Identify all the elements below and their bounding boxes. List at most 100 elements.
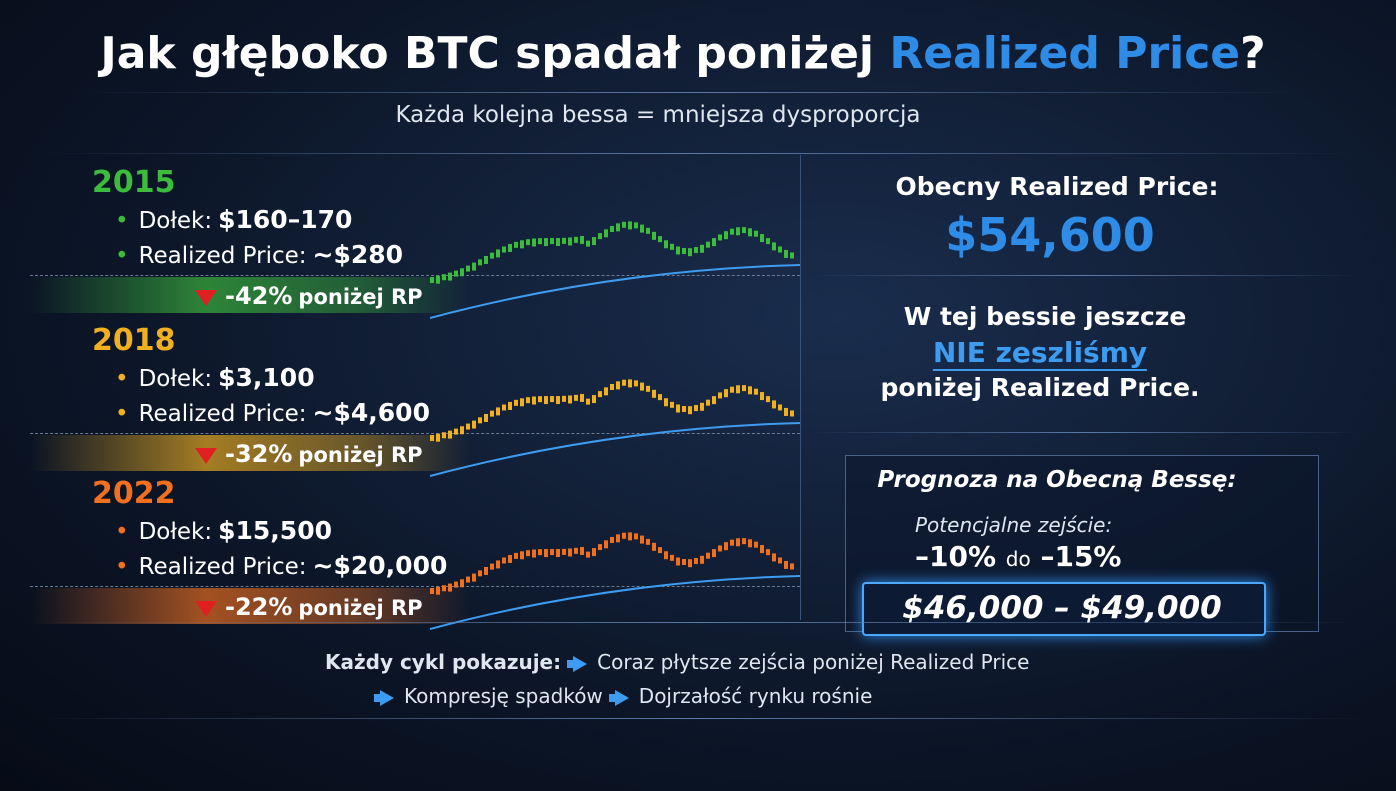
candle — [442, 274, 446, 281]
candle — [658, 547, 662, 554]
candle — [634, 380, 638, 387]
candle — [586, 240, 590, 247]
candle — [472, 262, 476, 271]
candle — [466, 265, 470, 272]
drop-icon — [195, 290, 217, 306]
candle — [466, 423, 470, 430]
bullet: • Realized Price: ~$4,600 — [115, 398, 430, 427]
candle — [484, 566, 488, 575]
candle — [514, 552, 518, 559]
candle — [616, 534, 620, 543]
bullet: • Dołek: $3,100 — [115, 363, 315, 392]
candle — [568, 395, 572, 404]
candle — [646, 385, 650, 392]
candle — [556, 396, 560, 405]
drop-value: -22% — [225, 593, 293, 621]
candle — [460, 268, 464, 277]
candle — [454, 270, 458, 277]
bullet: • Realized Price: ~$20,000 — [115, 551, 447, 580]
candle — [568, 237, 572, 246]
candle — [700, 244, 704, 253]
candle — [568, 548, 572, 557]
candle — [754, 230, 758, 237]
candle — [436, 275, 440, 284]
candle — [436, 433, 440, 442]
bullet-dot: • — [115, 243, 129, 269]
candle — [604, 229, 608, 238]
separator — [30, 586, 800, 587]
candle — [598, 544, 602, 551]
forecast-title: Prognoza na Obecną Bessę: — [877, 467, 1237, 493]
candle — [622, 532, 626, 539]
candle — [430, 435, 434, 441]
bullet-dot: • — [115, 208, 129, 234]
drop-band — [30, 277, 470, 313]
candle — [550, 396, 554, 403]
candle — [790, 410, 794, 417]
candle — [700, 555, 704, 564]
year: 2018 — [92, 323, 176, 358]
bullet: • Dołek: $15,500 — [115, 516, 332, 545]
candle — [616, 381, 620, 390]
candle — [736, 227, 740, 236]
candle — [550, 238, 554, 245]
candle — [532, 238, 536, 247]
realized-line — [430, 264, 800, 319]
candle — [742, 227, 746, 234]
candle — [730, 386, 734, 393]
candle — [610, 225, 614, 232]
drop-joiner: do — [1005, 547, 1031, 571]
divider — [30, 718, 1370, 719]
candle — [520, 240, 524, 249]
candle — [652, 542, 656, 551]
candle — [664, 551, 668, 560]
candle — [790, 252, 794, 259]
candle — [478, 259, 482, 266]
candle — [532, 396, 536, 405]
candle — [442, 432, 446, 439]
candle — [574, 236, 578, 243]
candle — [640, 224, 644, 233]
candle — [682, 247, 686, 254]
divider — [810, 432, 1360, 433]
subtitle: Każda kolejna bessa = mniejsza dyspropor… — [395, 102, 921, 128]
drop-to: –15% — [1040, 540, 1122, 573]
candle — [658, 236, 662, 243]
candle — [628, 379, 632, 388]
candle — [514, 241, 518, 248]
candle — [706, 399, 710, 406]
candle — [670, 554, 674, 561]
candle — [448, 272, 452, 281]
candle — [712, 549, 716, 558]
title-highlight: Realized Price — [889, 28, 1241, 79]
drop-text: poniżej RP — [298, 285, 423, 309]
candle — [484, 413, 488, 422]
candle — [460, 426, 464, 435]
candle — [730, 228, 734, 235]
footer-item: Dojrzałość rynku rośnie — [638, 684, 873, 708]
status-highlight: NIE zeszliśmy — [932, 336, 1148, 371]
candle — [550, 549, 554, 556]
candle — [520, 551, 524, 560]
candle — [754, 388, 758, 395]
candle — [694, 247, 698, 254]
candle — [436, 586, 440, 595]
candle — [562, 237, 566, 244]
candle — [760, 545, 764, 554]
candle — [430, 277, 434, 283]
candle — [712, 396, 716, 405]
arrow — [573, 655, 588, 672]
candle — [454, 581, 458, 588]
candle — [688, 248, 692, 257]
candle — [538, 238, 542, 245]
forecast-drop: –10% do –15% — [915, 540, 1122, 573]
title: Jak głęboko BTC spadał poniżej Realized … — [100, 28, 1265, 79]
candle — [502, 246, 506, 253]
bullet-dot: • — [115, 519, 129, 545]
year: 2015 — [92, 165, 176, 200]
candle — [520, 398, 524, 407]
candle — [430, 588, 434, 594]
candle — [628, 221, 632, 230]
bullet-dot: • — [115, 401, 129, 427]
